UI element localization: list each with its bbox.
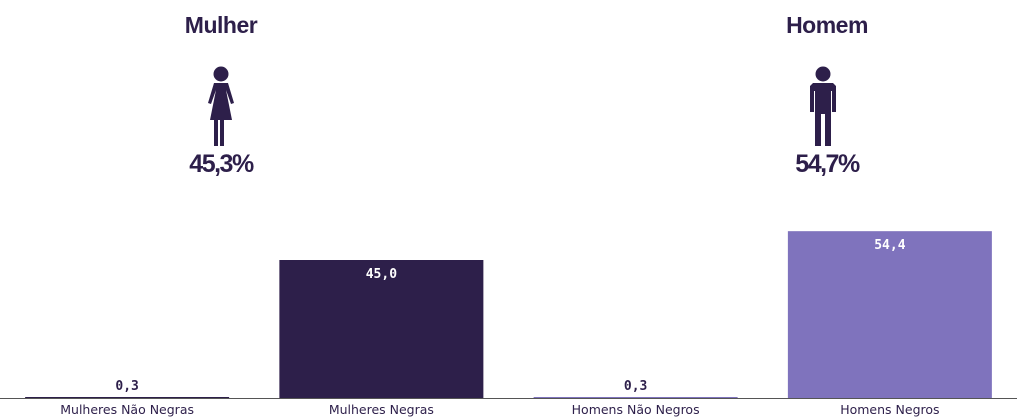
- man-icon: [810, 66, 836, 146]
- category-label-mulheres-nao-negras: Mulheres Não Negras: [60, 402, 194, 417]
- bar-homens-negros: [787, 231, 992, 398]
- category-label-homens-negros: Homens Negros: [840, 402, 939, 417]
- woman-percentage: 45,3%: [189, 150, 254, 178]
- woman-icon: [208, 66, 234, 146]
- bar-homens-nao-negros: [533, 397, 738, 398]
- woman-title: Mulher: [184, 12, 258, 38]
- category-label-mulheres-negras: Mulheres Negras: [329, 402, 434, 417]
- value-label-mulheres-negras: 45,0: [366, 267, 397, 282]
- bar-mulheres-nao-negras: [25, 397, 230, 398]
- category-label-homens-nao-negros: Homens Não Negros: [572, 402, 700, 417]
- value-label-homens-negros: 54,4: [874, 238, 905, 253]
- man-title: Homem: [786, 12, 868, 38]
- value-label-mulheres-nao-negras: 0,3: [115, 379, 138, 394]
- bar-mulheres-negras: [279, 260, 484, 398]
- value-label-homens-nao-negros: 0,3: [624, 379, 647, 394]
- man-percentage: 54,7%: [795, 150, 860, 178]
